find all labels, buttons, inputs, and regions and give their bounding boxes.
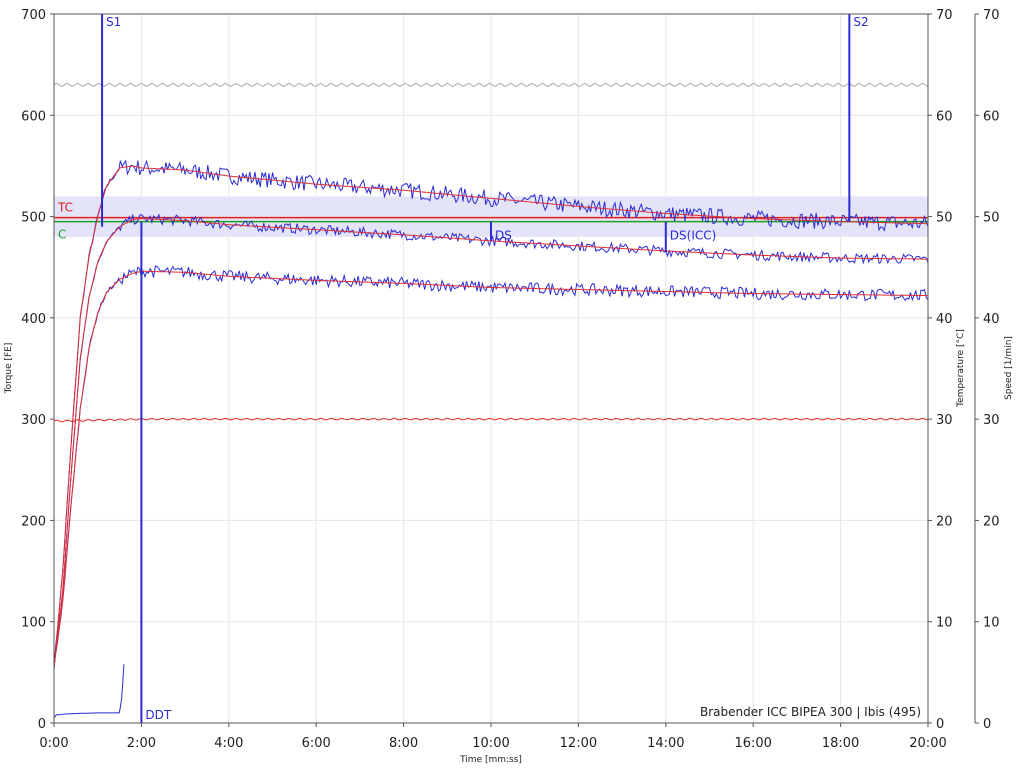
y-tick-label-temperature: 0 xyxy=(936,717,944,732)
y-tick-label-torque: 200 xyxy=(21,514,46,529)
torque-curve-3 xyxy=(53,265,929,666)
y-ticks-speed: 0 10 20 30 40 50 60 70 xyxy=(975,8,1000,732)
y-tick-label-speed: 0 xyxy=(983,717,991,732)
y-tick-label-torque: 300 xyxy=(21,413,46,428)
y-ticks-torque: 0 100 200 300 400 500 600 700 xyxy=(21,8,54,732)
y-tick-label-torque: 0 xyxy=(38,717,46,732)
y-tick-label-torque: 100 xyxy=(21,616,46,631)
reference-label-tc: TC xyxy=(57,201,73,215)
y-tick-label-temperature: 60 xyxy=(936,109,953,124)
y-tick-label-temperature: 40 xyxy=(936,312,953,327)
y-tick-label-speed: 20 xyxy=(983,514,1000,529)
x-tick-label: 4:00 xyxy=(214,736,243,751)
y-tick-label-torque: 600 xyxy=(21,109,46,124)
x-ticks: 0:00 2:00 4:00 6:00 8:00 10:00 12:00 14:00 16:00… xyxy=(39,723,947,751)
x-tick-label: 8:00 xyxy=(389,736,418,751)
y-tick-label-temperature: 30 xyxy=(936,413,953,428)
torque-curve-smooth-2 xyxy=(53,218,928,668)
y-tick-label-speed: 70 xyxy=(983,8,1000,23)
y-tick-label-temperature: 10 xyxy=(936,616,953,631)
reference-label-c: C xyxy=(58,228,66,242)
torque-curve-smooth-3 xyxy=(53,270,928,668)
instrument-footer: Brabender ICC BIPEA 300 | Ibis (495) xyxy=(700,705,921,719)
marker-label-ddt: DDT xyxy=(145,708,171,722)
y-tick-label-torque: 700 xyxy=(21,8,46,23)
torque-curve-smooth-1 xyxy=(53,165,929,668)
marker-label-s1: S1 xyxy=(106,15,121,29)
y-tick-label-temperature: 50 xyxy=(936,211,953,226)
y-tick-label-torque: 500 xyxy=(21,211,46,226)
y-tick-label-speed: 30 xyxy=(983,413,1000,428)
y-tick-label-speed: 40 xyxy=(983,312,1000,327)
y-ticks-temperature: 0 10 20 30 40 50 60 70 xyxy=(928,8,953,732)
series-layer xyxy=(53,82,929,719)
x-tick-label: 10:00 xyxy=(472,736,509,751)
x-axis-label: Time [mm:ss] xyxy=(459,755,522,765)
temperature-curve xyxy=(53,417,929,423)
y-tick-label-speed: 10 xyxy=(983,616,1000,631)
torque-startup-curve xyxy=(53,664,125,719)
speed-curve xyxy=(53,82,929,87)
x-tick-label: 6:00 xyxy=(302,736,331,751)
y-tick-label-temperature: 20 xyxy=(936,514,953,529)
y-axis-label-speed: Speed [1/min] xyxy=(1004,336,1014,400)
marker-label-ds-icc: DS(ICC) xyxy=(670,229,717,243)
markers: S1 S2 DDT DS DS(ICC) xyxy=(101,14,869,723)
x-tick-label: 2:00 xyxy=(127,736,156,751)
y-tick-label-torque: 400 xyxy=(21,312,46,327)
x-tick-label: 18:00 xyxy=(822,736,859,751)
marker-label-s2: S2 xyxy=(853,15,868,29)
torque-curve-1 xyxy=(53,159,929,671)
x-tick-label: 14:00 xyxy=(647,736,684,751)
marker-label-ds: DS xyxy=(495,229,512,243)
y-axis-label-temperature: Temperature [°C] xyxy=(956,329,966,408)
x-tick-label: 16:00 xyxy=(734,736,771,751)
y-tick-label-temperature: 70 xyxy=(936,8,953,23)
y-tick-label-speed: 50 xyxy=(983,211,1000,226)
x-tick-label: 0:00 xyxy=(39,736,68,751)
y-tick-label-speed: 60 xyxy=(983,109,1000,124)
y-axis-label-torque: Torque [FE] xyxy=(4,343,14,395)
x-tick-label: 12:00 xyxy=(560,736,597,751)
x-tick-label: 20:00 xyxy=(909,736,946,751)
